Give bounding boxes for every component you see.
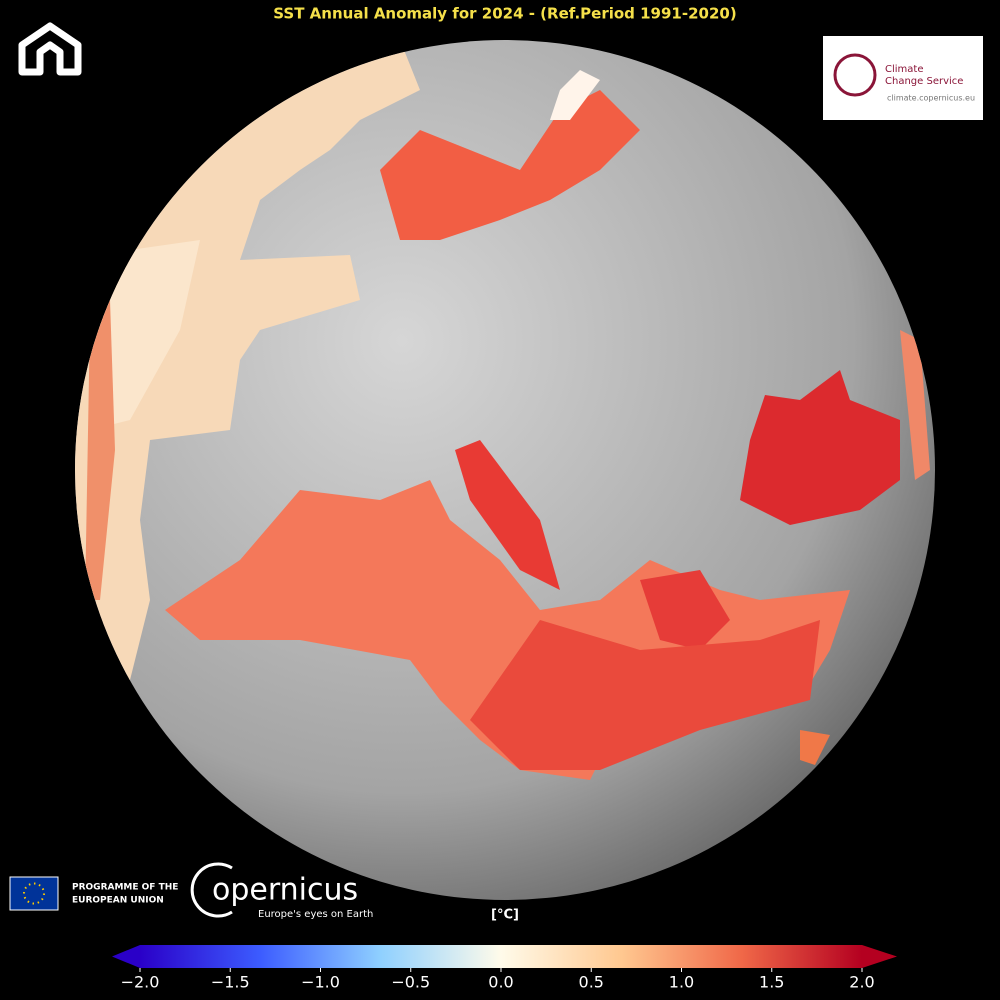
globe bbox=[75, 40, 935, 900]
tick-label: 0.0 bbox=[488, 973, 513, 992]
tick-label: 1.0 bbox=[669, 973, 694, 992]
logo-text: PROGRAMME OF THE bbox=[72, 883, 178, 893]
climate-logo: Climate Change Service climate.copernicu… bbox=[823, 36, 983, 120]
tick-label: 2.0 bbox=[849, 973, 874, 992]
logo-tagline: Europe's eyes on Earth bbox=[258, 909, 373, 920]
logo-text: opernicus bbox=[212, 873, 358, 908]
colorbar: −2.0 −1.5 −1.0 −0.5 0.0 0.5 1.0 1.5 2.0 bbox=[112, 945, 897, 992]
copernicus-logo: opernicus Europe's eyes on Earth bbox=[190, 862, 373, 920]
tick-label: −1.0 bbox=[301, 973, 340, 992]
tick-label: 1.5 bbox=[759, 973, 784, 992]
map-title: SST Annual Anomaly for 2024 - (Ref.Perio… bbox=[273, 5, 736, 23]
colorbar-extend-high bbox=[862, 945, 897, 968]
app-icon bbox=[18, 22, 82, 76]
logo-text: Change Service bbox=[885, 76, 963, 87]
logo-url: climate.copernicus.eu bbox=[887, 94, 975, 103]
tick-label: 0.5 bbox=[579, 973, 604, 992]
colorbar-extend-low bbox=[112, 945, 140, 968]
tick-label: −0.5 bbox=[391, 973, 430, 992]
tick-label: −2.0 bbox=[121, 973, 160, 992]
eu-logo: PROGRAMME OF THE EUROPEAN UNION bbox=[9, 876, 178, 911]
colorbar-label: [°C] bbox=[491, 908, 519, 923]
tick-label: −1.5 bbox=[211, 973, 250, 992]
logo-text: EUROPEAN UNION bbox=[72, 896, 164, 906]
colorbar-bar bbox=[140, 945, 862, 968]
logo-text: Climate bbox=[885, 64, 923, 75]
